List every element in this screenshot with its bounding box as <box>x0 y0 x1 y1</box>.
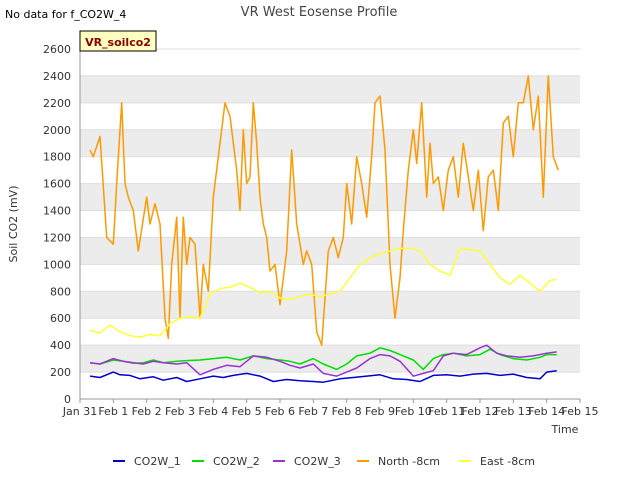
grid-band <box>80 237 580 265</box>
site-badge-label: VR_soilco2 <box>85 36 151 49</box>
x-tick-label: Feb 9 <box>365 405 395 418</box>
x-tick-label: Jan 31 <box>62 405 97 418</box>
y-tick-label: 2200 <box>43 97 71 110</box>
grid-band <box>80 75 580 103</box>
x-tick-label: Feb 5 <box>232 405 262 418</box>
x-axis: Jan 31 Feb 1 Feb 2 Feb 3 Feb 4 Feb 5 Feb 6 Feb … <box>62 399 599 418</box>
y-tick-label: 2000 <box>43 124 71 137</box>
chart-title: VR West Eosense Profile <box>241 5 398 20</box>
y-tick-label: 0 <box>64 393 71 406</box>
series-line-CO2W_3 <box>89 344 557 377</box>
y-tick-label: 1800 <box>43 151 71 164</box>
series-line-North -8cm <box>89 75 560 346</box>
x-tick-label: Feb 12 <box>462 405 499 418</box>
series-lines <box>89 75 560 383</box>
x-tick-label: Feb 15 <box>562 405 599 418</box>
site-badge: VR_soilco2 <box>79 30 157 52</box>
y-tick-label: 200 <box>50 366 71 379</box>
nodata-message: No data for f_CO2W_4 <box>5 8 126 21</box>
x-tick-label: Feb 4 <box>198 405 228 418</box>
y-tick-label: 1200 <box>43 231 71 244</box>
y-tick-label: 1600 <box>43 178 71 191</box>
legend: CO2W_1 CO2W_2 CO2W_3 North -8cm East -8cm <box>113 455 535 468</box>
x-tick-label: Feb 14 <box>528 405 565 418</box>
grid-band <box>80 291 580 319</box>
x-tick-label: Feb 2 <box>132 405 162 418</box>
grid-band <box>80 345 580 373</box>
y-tick-label: 2600 <box>43 43 71 56</box>
grid-band <box>80 129 580 157</box>
x-tick-label: Feb 8 <box>332 405 362 418</box>
legend-label: North -8cm <box>378 455 440 468</box>
x-tick-label: Feb 11 <box>428 405 465 418</box>
plot-background <box>79 48 580 400</box>
x-tick-label: Feb 13 <box>495 405 532 418</box>
y-tick-label: 1000 <box>43 258 71 271</box>
legend-label: CO2W_2 <box>213 455 260 468</box>
x-axis-label: Time <box>551 423 579 436</box>
y-tick-label: 2400 <box>43 70 71 83</box>
y-tick-label: 600 <box>50 312 71 325</box>
x-tick-label: Feb 10 <box>395 405 432 418</box>
y-tick-label: 800 <box>50 285 71 298</box>
y-tick-label: 400 <box>50 339 71 352</box>
x-tick-label: Feb 1 <box>98 405 128 418</box>
legend-label: CO2W_1 <box>134 455 181 468</box>
y-tick-label: 1400 <box>43 205 71 218</box>
x-tick-label: Feb 6 <box>265 405 295 418</box>
y-axis-label: Soil CO2 (mV) <box>7 186 20 263</box>
plot-area <box>80 49 580 399</box>
legend-label: CO2W_3 <box>294 455 341 468</box>
series-line-CO2W_1 <box>89 369 557 383</box>
legend-label: East -8cm <box>480 455 535 468</box>
series-line-East -8cm <box>89 247 557 338</box>
x-tick-label: Feb 7 <box>298 405 328 418</box>
y-axis: 0 200 400 600 800 1000 1200 1400 1600 1800 2000 220… <box>43 43 71 406</box>
x-tick-label: Feb 3 <box>165 405 195 418</box>
